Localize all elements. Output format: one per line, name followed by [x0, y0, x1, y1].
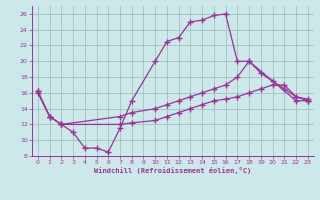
X-axis label: Windchill (Refroidissement éolien,°C): Windchill (Refroidissement éolien,°C) [94, 167, 252, 174]
